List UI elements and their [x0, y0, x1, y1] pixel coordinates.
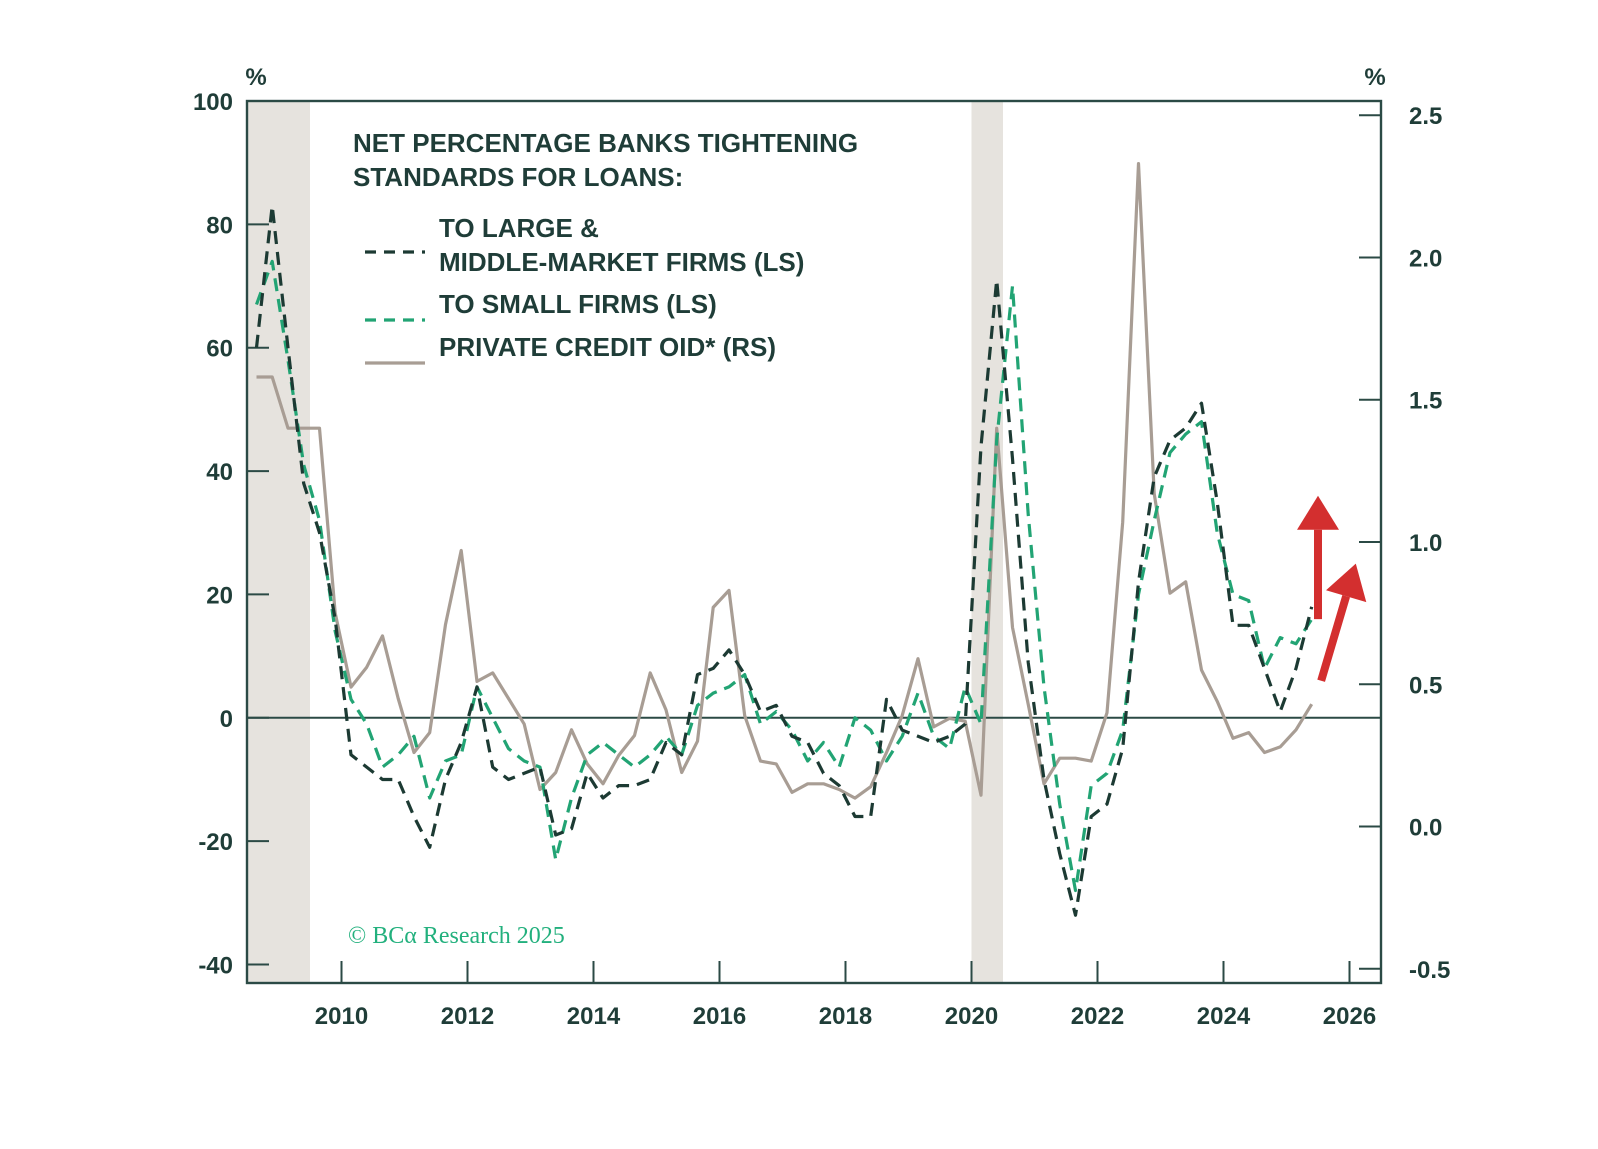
left-axis-tick-label: -40 [198, 952, 233, 979]
arrow-head [1326, 563, 1367, 603]
left-axis-tick-label: 100 [193, 89, 233, 116]
recession-bands [247, 101, 1003, 983]
legend-title-line: STANDARDS FOR LOANS: [353, 162, 683, 192]
legend: NET PERCENTAGE BANKS TIGHTENING STANDARDS… [348, 128, 858, 949]
left-axis-unit: % [245, 64, 266, 91]
series-line-small [254, 259, 1314, 893]
legend-entry-label: PRIVATE CREDIT OID* (RS) [439, 332, 776, 362]
left-axis-tick-label: 80 [206, 212, 233, 239]
x-axis-tick-label: 2026 [1323, 1003, 1376, 1030]
arrow-shaft [1317, 595, 1350, 682]
right-axis-tick-label: 1.5 [1409, 388, 1442, 415]
right-axis-tick-label: 0.0 [1409, 815, 1442, 842]
left-axis-tick-label: 0 [220, 706, 233, 733]
arrow-head [1297, 495, 1339, 530]
recession-band [247, 101, 310, 983]
left-axis-tick-label: -20 [198, 829, 233, 856]
left-axis-tick-label: 40 [206, 459, 233, 486]
right-axis-tick-label: 2.0 [1409, 245, 1442, 272]
plot-frame [245, 99, 1383, 985]
series-lines [254, 162, 1314, 917]
x-axis-tick-label: 2020 [945, 1003, 998, 1030]
annotations [1297, 495, 1367, 682]
credit-text: © BCα Research 2025 [348, 923, 565, 949]
right-axis-tick-label: 1.0 [1409, 530, 1442, 557]
legend-title-line: NET PERCENTAGE BANKS TIGHTENING [353, 128, 858, 158]
plot-frame-group [245, 99, 1383, 985]
x-axis-tick-label: 2010 [315, 1003, 368, 1030]
series-line-large [254, 204, 1314, 917]
right-axis-unit: % [1364, 64, 1385, 91]
x-axis-tick-label: 2022 [1071, 1003, 1124, 1030]
right-axis-tick-label: 0.5 [1409, 672, 1442, 699]
axis-ticks [247, 100, 1381, 983]
x-axis-tick-label: 2024 [1197, 1003, 1251, 1030]
axis-labels: 100 80 60 40 20 0 -20 -40 2.5 2.0 1.5 1.0 0.5 0.0 -0.5… [193, 64, 1450, 1030]
legend-entry-label: TO SMALL FIRMS (LS) [439, 289, 717, 319]
x-axis-tick-label: 2012 [441, 1003, 494, 1030]
legend-entry-label: TO LARGE & [439, 213, 599, 243]
x-axis-tick-label: 2018 [819, 1003, 872, 1030]
x-axis-tick-label: 2016 [693, 1003, 746, 1030]
left-axis-tick-label: 60 [206, 336, 233, 363]
x-axis-tick-label: 2014 [567, 1003, 621, 1030]
left-axis-tick-label: 20 [206, 582, 233, 609]
series-line-oid [256, 162, 1314, 800]
right-axis-tick-label: 2.5 [1409, 103, 1442, 130]
legend-entry-label: MIDDLE-MARKET FIRMS (LS) [439, 247, 804, 277]
right-axis-tick-label: -0.5 [1409, 957, 1450, 984]
